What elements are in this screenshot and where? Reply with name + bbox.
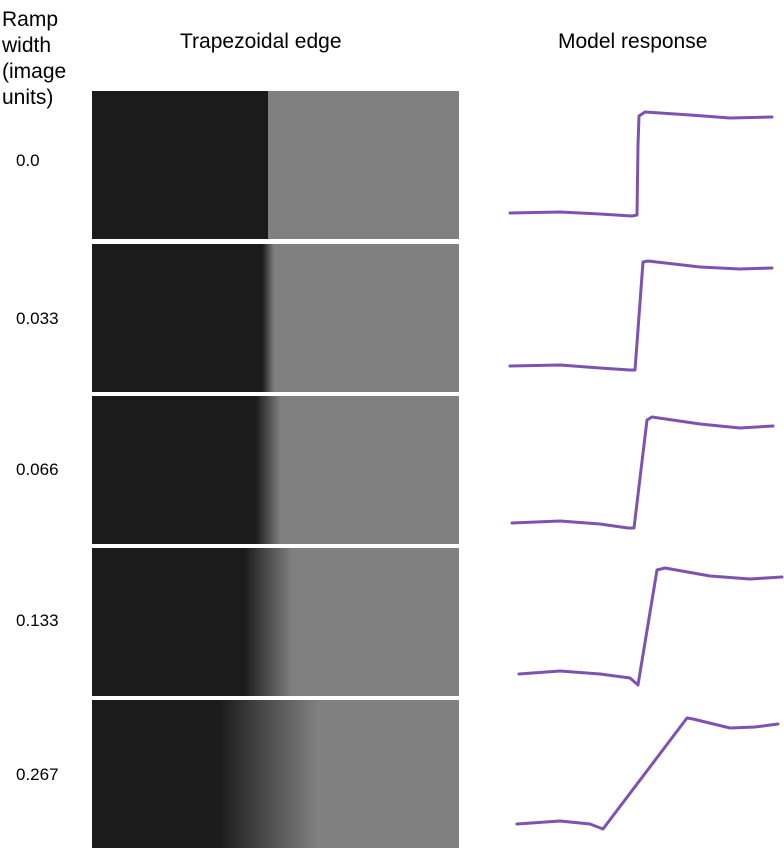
- edge-panel: [92, 548, 459, 696]
- ramp-width-header: Ramp width (image units): [2, 7, 88, 111]
- model-response-title: Model response: [558, 30, 708, 53]
- ramp-width-label: 0.066: [16, 460, 59, 479]
- response-curve: [510, 415, 775, 530]
- ramp-width-label: 0.267: [16, 765, 59, 784]
- ramp-width-header-line: units): [2, 86, 54, 109]
- edge-panel: [92, 396, 459, 544]
- ramp-width-header-line: width: [2, 34, 52, 57]
- ramp-width-label: 0.033: [16, 309, 59, 328]
- response-curve: [508, 110, 774, 218]
- edge-panel: [92, 244, 459, 392]
- ramp-width-label: 0.0: [16, 151, 40, 170]
- edge-panel: [92, 91, 459, 239]
- trapezoidal-edge-title: Trapezoidal edge: [180, 30, 342, 53]
- response-curve: [508, 259, 774, 372]
- ramp-width-header-line: (image: [2, 60, 67, 83]
- ramp-width-header-line: Ramp: [2, 8, 59, 31]
- response-curve: [517, 566, 784, 687]
- ramp-width-label: 0.133: [16, 611, 59, 630]
- response-curve: [515, 716, 780, 831]
- edge-panel: [92, 700, 459, 848]
